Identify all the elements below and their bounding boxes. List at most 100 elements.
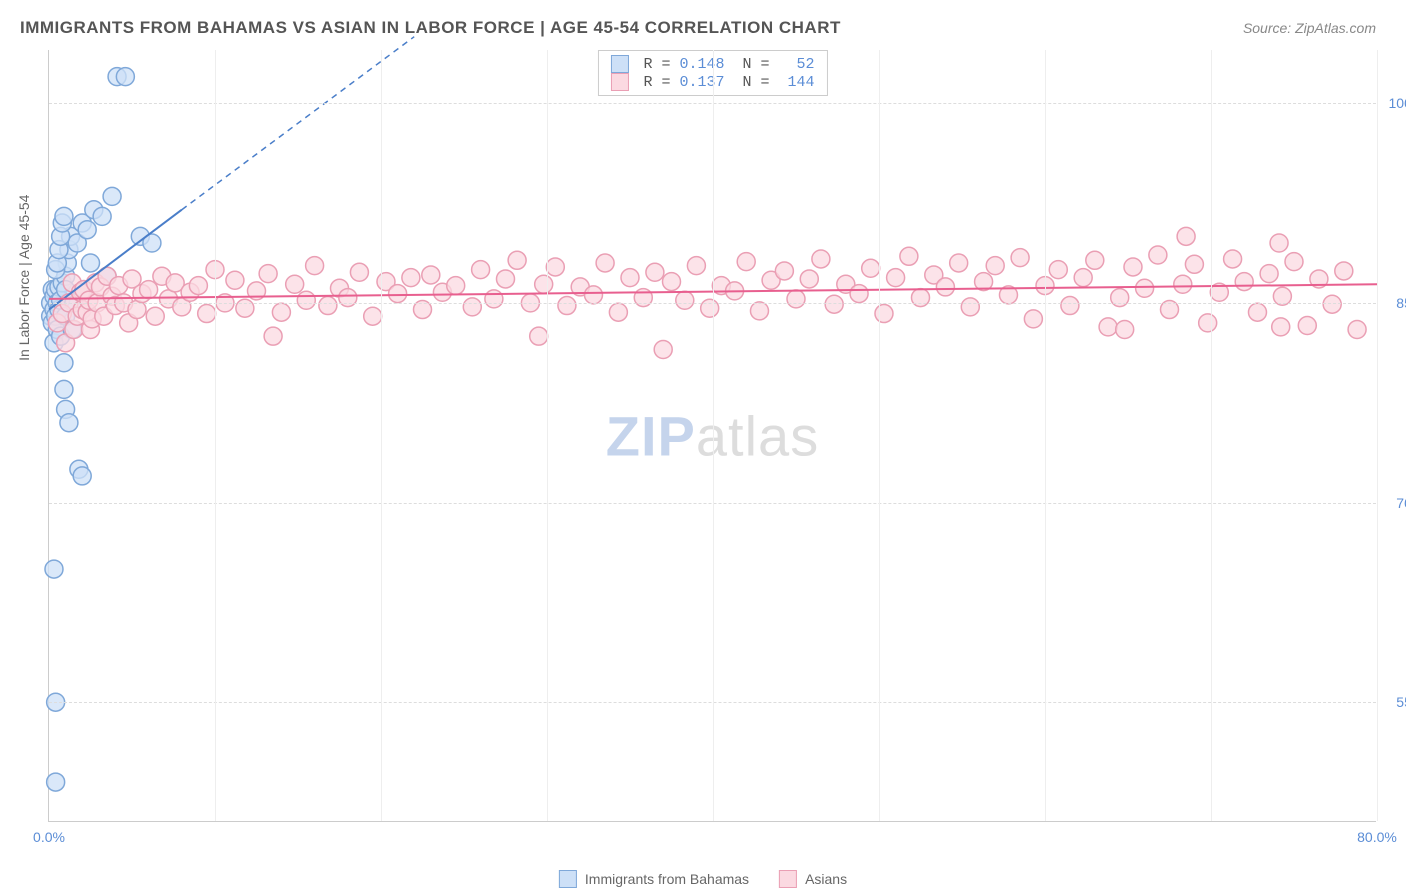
scatter-point <box>1174 275 1192 293</box>
scatter-point <box>663 273 681 291</box>
gridline-v <box>1211 50 1212 821</box>
scatter-point <box>1272 318 1290 336</box>
scatter-point <box>1248 303 1266 321</box>
scatter-point <box>1086 251 1104 269</box>
scatter-point <box>508 251 526 269</box>
stats-swatch <box>610 55 628 73</box>
scatter-point <box>584 286 602 304</box>
scatter-point <box>60 414 78 432</box>
scatter-point <box>1235 273 1253 291</box>
scatter-point <box>116 68 134 86</box>
scatter-point <box>306 257 324 275</box>
scatter-point <box>737 253 755 271</box>
scatter-point <box>646 263 664 281</box>
scatter-point <box>1270 234 1288 252</box>
chart-title: IMMIGRANTS FROM BAHAMAS VS ASIAN IN LABO… <box>20 18 841 38</box>
scatter-point <box>55 380 73 398</box>
y-tick-label: 70.0% <box>1381 495 1406 511</box>
scatter-point <box>1224 250 1242 268</box>
scatter-point <box>463 298 481 316</box>
scatter-point <box>1177 227 1195 245</box>
scatter-point <box>350 263 368 281</box>
scatter-point <box>1024 310 1042 328</box>
y-axis-title: In Labor Force | Age 45-54 <box>16 195 32 361</box>
scatter-point <box>654 340 672 358</box>
scatter-point <box>422 266 440 284</box>
scatter-point <box>530 327 548 345</box>
legend-swatch <box>779 870 797 888</box>
gridline-v <box>1377 50 1378 821</box>
scatter-point <box>1049 261 1067 279</box>
scatter-point <box>259 265 277 283</box>
gridline-v <box>381 50 382 821</box>
scatter-point <box>1348 321 1366 339</box>
scatter-point <box>1116 321 1134 339</box>
scatter-point <box>775 262 793 280</box>
scatter-point <box>319 297 337 315</box>
scatter-point <box>1124 258 1142 276</box>
scatter-point <box>787 290 805 308</box>
scatter-point <box>609 303 627 321</box>
scatter-point <box>189 277 207 295</box>
source-value: ZipAtlas.com <box>1295 20 1376 36</box>
scatter-point <box>676 291 694 309</box>
scatter-point <box>402 269 420 287</box>
source-label: Source: <box>1243 20 1291 36</box>
scatter-point <box>1323 295 1341 313</box>
scatter-point <box>1011 249 1029 267</box>
scatter-point <box>862 259 880 277</box>
scatter-point <box>825 295 843 313</box>
scatter-point <box>55 354 73 372</box>
scatter-point <box>800 270 818 288</box>
scatter-point <box>1136 279 1154 297</box>
stats-text: R = 0.148 N = 52 <box>634 56 814 73</box>
y-tick-label: 55.0% <box>1381 694 1406 710</box>
legend: Immigrants from Bahamas Asians <box>559 870 847 888</box>
gridline-v <box>713 50 714 821</box>
y-tick-label: 100.0% <box>1381 95 1406 111</box>
scatter-point <box>596 254 614 272</box>
scatter-point <box>936 278 954 296</box>
scatter-point <box>687 257 705 275</box>
scatter-point <box>198 305 216 323</box>
source-attribution: Source: ZipAtlas.com <box>1243 20 1376 36</box>
gridline-v <box>1045 50 1046 821</box>
scatter-point <box>900 247 918 265</box>
trend-line <box>182 37 414 210</box>
scatter-point <box>264 327 282 345</box>
scatter-point <box>535 275 553 293</box>
legend-item: Asians <box>779 870 847 888</box>
scatter-point <box>875 305 893 323</box>
scatter-point <box>1185 255 1203 273</box>
scatter-point <box>485 290 503 308</box>
gridline-v <box>879 50 880 821</box>
legend-label: Immigrants from Bahamas <box>585 871 749 887</box>
scatter-point <box>558 297 576 315</box>
x-tick-label: 80.0% <box>1357 829 1397 845</box>
scatter-point <box>55 207 73 225</box>
scatter-point <box>297 291 315 309</box>
scatter-point <box>621 269 639 287</box>
plot-area: ZIPatlas R = 0.148 N = 52 R = 0.137 N = … <box>48 50 1376 822</box>
scatter-point <box>47 773 65 791</box>
legend-label: Asians <box>805 871 847 887</box>
scatter-point <box>750 302 768 320</box>
scatter-point <box>226 271 244 289</box>
scatter-point <box>812 250 830 268</box>
scatter-point <box>82 254 100 272</box>
scatter-point <box>103 187 121 205</box>
scatter-point <box>1260 265 1278 283</box>
scatter-point <box>887 269 905 287</box>
scatter-point <box>546 258 564 276</box>
scatter-point <box>93 207 111 225</box>
gridline-v <box>215 50 216 821</box>
scatter-point <box>272 303 290 321</box>
scatter-point <box>1298 317 1316 335</box>
stats-swatch <box>610 73 628 91</box>
scatter-point <box>1335 262 1353 280</box>
scatter-point <box>364 307 382 325</box>
scatter-point <box>950 254 968 272</box>
scatter-point <box>78 221 96 239</box>
scatter-point <box>286 275 304 293</box>
x-tick-label: 0.0% <box>33 829 65 845</box>
